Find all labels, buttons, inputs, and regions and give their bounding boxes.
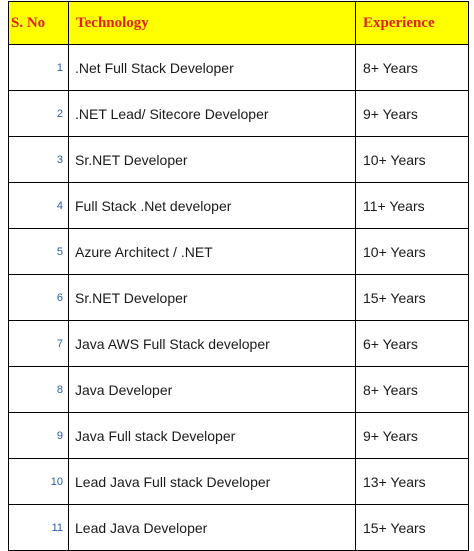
row-sno: 2 xyxy=(8,90,69,137)
row-sno: 5 xyxy=(8,228,69,275)
row-sno: 3 xyxy=(8,136,69,183)
row-technology: .Net Full Stack Developer xyxy=(68,44,356,91)
row-technology: Sr.NET Developer xyxy=(68,136,356,183)
table-row: 7 Java AWS Full Stack developer 6+ Years xyxy=(8,320,469,367)
job-openings-table: S. No Technology Experience 1 .Net Full S… xyxy=(8,1,469,551)
table-row: 9 Java Full stack Developer 9+ Years xyxy=(8,412,469,459)
header-sno: S. No xyxy=(8,1,69,45)
row-sno: 6 xyxy=(8,274,69,321)
table-row: 1 .Net Full Stack Developer 8+ Years xyxy=(8,44,469,91)
row-experience: 8+ Years xyxy=(355,366,469,413)
table-row: 4 Full Stack .Net developer 11+ Years xyxy=(8,182,469,229)
row-sno: 10 xyxy=(8,458,69,505)
table-row: 5 Azure Architect / .NET 10+ Years xyxy=(8,228,469,275)
row-sno: 7 xyxy=(8,320,69,367)
row-technology: Lead Java Developer xyxy=(68,504,356,551)
table-body: 1 .Net Full Stack Developer 8+ Years 2 .NET … xyxy=(8,44,469,551)
header-row: S. No Technology Experience xyxy=(8,1,469,45)
table-row: 6 Sr.NET Developer 15+ Years xyxy=(8,274,469,321)
row-technology: Java AWS Full Stack developer xyxy=(68,320,356,367)
table-row: 3 Sr.NET Developer 10+ Years xyxy=(8,136,469,183)
row-experience: 9+ Years xyxy=(355,90,469,137)
row-experience: 15+ Years xyxy=(355,504,469,551)
row-sno: 11 xyxy=(8,504,69,551)
table-row: 2 .NET Lead/ Sitecore Developer 9+ Years xyxy=(8,90,469,137)
table-row: 8 Java Developer 8+ Years xyxy=(8,366,469,413)
header-experience: Experience xyxy=(355,1,469,45)
row-experience: 6+ Years xyxy=(355,320,469,367)
row-experience: 15+ Years xyxy=(355,274,469,321)
row-technology: Azure Architect / .NET xyxy=(68,228,356,275)
table-row: 10 Lead Java Full stack Developer 13+ Year… xyxy=(8,458,469,505)
row-sno: 1 xyxy=(8,44,69,91)
row-sno: 9 xyxy=(8,412,69,459)
row-experience: 13+ Years xyxy=(355,458,469,505)
row-experience: 9+ Years xyxy=(355,412,469,459)
row-technology: Java Developer xyxy=(68,366,356,413)
row-experience: 11+ Years xyxy=(355,182,469,229)
row-sno: 4 xyxy=(8,182,69,229)
row-technology: Full Stack .Net developer xyxy=(68,182,356,229)
table-row: 11 Lead Java Developer 15+ Years xyxy=(8,504,469,551)
row-technology: Sr.NET Developer xyxy=(68,274,356,321)
row-experience: 8+ Years xyxy=(355,44,469,91)
row-experience: 10+ Years xyxy=(355,228,469,275)
header-technology: Technology xyxy=(68,1,356,45)
row-sno: 8 xyxy=(8,366,69,413)
row-technology: Java Full stack Developer xyxy=(68,412,356,459)
row-technology: Lead Java Full stack Developer xyxy=(68,458,356,505)
row-experience: 10+ Years xyxy=(355,136,469,183)
row-technology: .NET Lead/ Sitecore Developer xyxy=(68,90,356,137)
